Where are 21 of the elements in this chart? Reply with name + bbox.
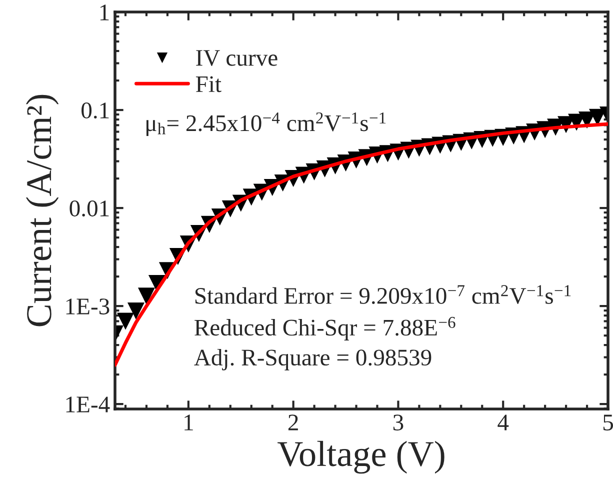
point [116, 312, 134, 330]
legend-label: Fit [196, 76, 222, 92]
legend-label: IV curve [196, 50, 278, 66]
y-tick-label: 1E-3 [66, 298, 110, 314]
point [127, 302, 144, 320]
annotation: Adj. R-Square = 0.98539 [194, 348, 432, 370]
y-tick-label: 1 [100, 4, 109, 20]
point [138, 288, 155, 305]
y-tick-label: 0.01 [70, 200, 109, 217]
x-tick-label: 3 [393, 414, 404, 430]
x-axis-title: Voltage (V) [277, 440, 444, 474]
text: μ$_{h}$= 2.45x10$^{−4}$ cm$^{2}$V$^{−1}$s$^{−1}$ [146, 112, 386, 136]
x-tick-label: 4 [498, 414, 509, 430]
y-tick-label: 0.1 [82, 102, 109, 119]
annotation: Reduced Chi-Sqr = 7.88E$^{−6}$ [194, 316, 456, 340]
x-tick-label: 5 [603, 414, 613, 430]
annotation: Standard Error = 9.209x10$^{−7}$ cm$^{2}$V$^{−1}$s$^{−1}$ [195, 285, 571, 304]
x-tick-label: 2 [288, 414, 298, 430]
x-tick-label: 1 [184, 414, 193, 430]
y-tick-label: 1E-4 [66, 396, 110, 412]
y-axis-title: Current (A/cm²) [26, 94, 59, 326]
